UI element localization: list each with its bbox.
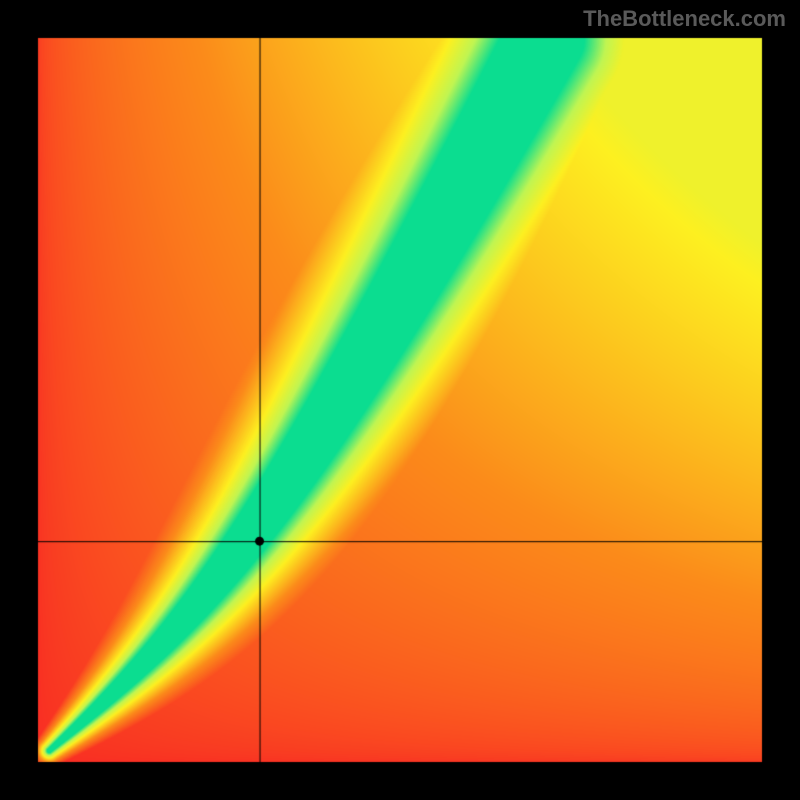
chart-container: TheBottleneck.com — [0, 0, 800, 800]
heatmap-canvas — [0, 0, 800, 800]
watermark-text: TheBottleneck.com — [583, 6, 786, 32]
